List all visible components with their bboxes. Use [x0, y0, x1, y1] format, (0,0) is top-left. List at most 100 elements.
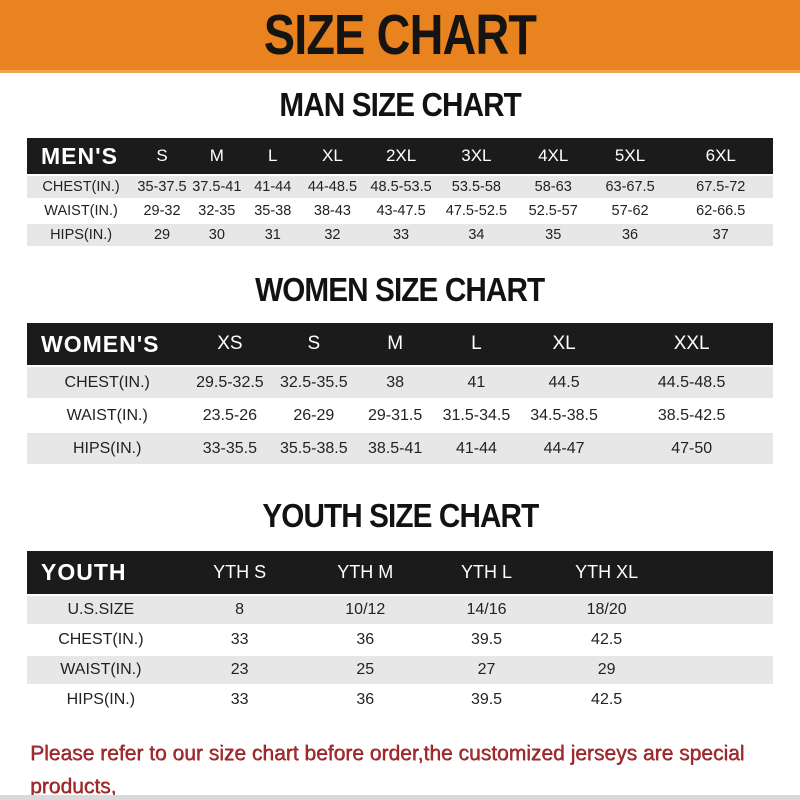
- size-cell: 35-38: [244, 200, 301, 222]
- youth-us-size-row: U.S.SIZE 8 10/12 14/16 18/20: [27, 596, 773, 624]
- size-cell: 31: [244, 224, 301, 246]
- youth-header-row: YOUTH YTH S YTH M YTH L YTH XL: [27, 551, 773, 594]
- youth-chest-row: CHEST(IN.) 33 36 39.5 42.5: [27, 626, 773, 654]
- size-cell: 33-35.5: [187, 433, 273, 464]
- size-cell: 29-31.5: [355, 400, 436, 431]
- row-label: CHEST(IN.): [27, 367, 188, 398]
- size-cell: 31.5-34.5: [435, 400, 518, 431]
- youth-size-header: YTH M: [304, 551, 427, 594]
- spacer-cell: [666, 596, 773, 624]
- youth-size-header: YTH S: [174, 551, 305, 594]
- size-cell: 29: [546, 656, 667, 684]
- size-cell: 27: [426, 656, 547, 684]
- size-cell: 58-63: [514, 176, 592, 198]
- row-label: WAIST(IN.): [27, 656, 175, 684]
- size-cell: 37: [668, 224, 773, 246]
- size-cell: 38.5-42.5: [610, 400, 773, 431]
- women-chest-row: CHEST(IN.) 29.5-32.5 32.5-35.5 38 41 44.…: [27, 367, 773, 398]
- row-label: HIPS(IN.): [27, 686, 175, 714]
- youth-size-table: YOUTH YTH S YTH M YTH L YTH XL U.S.SIZE …: [27, 549, 773, 716]
- men-size-header: XL: [300, 138, 365, 174]
- men-size-header: 4XL: [514, 138, 592, 174]
- size-cell: 35-37.5: [135, 176, 189, 198]
- men-table-title: MEN'S: [27, 138, 136, 174]
- men-section-heading-text: MAN SIZE CHART: [279, 86, 521, 123]
- size-cell: 36: [304, 686, 427, 714]
- youth-waist-row: WAIST(IN.) 23 25 27 29: [27, 656, 773, 684]
- banner-title: SIZE CHART: [263, 2, 537, 67]
- size-cell: 35: [514, 224, 592, 246]
- row-label: HIPS(IN.): [27, 224, 136, 246]
- size-cell: 33: [174, 686, 305, 714]
- size-cell: 57-62: [591, 200, 669, 222]
- youth-table-title: YOUTH: [27, 551, 175, 594]
- size-cell: 39.5: [426, 626, 547, 654]
- size-cell: 18/20: [546, 596, 667, 624]
- women-size-header: XL: [517, 323, 611, 365]
- size-cell: 14/16: [426, 596, 547, 624]
- youth-section-heading: YOUTH SIZE CHART: [0, 499, 800, 534]
- men-size-header: M: [188, 138, 245, 174]
- size-cell: 38.5-41: [355, 433, 436, 464]
- size-cell: 44-47: [517, 433, 611, 464]
- men-size-header: 5XL: [591, 138, 669, 174]
- size-cell: 39.5: [426, 686, 547, 714]
- size-cell: 41-44: [244, 176, 301, 198]
- women-hips-row: HIPS(IN.) 33-35.5 35.5-38.5 38.5-41 41-4…: [27, 433, 773, 464]
- men-size-header: 2XL: [364, 138, 438, 174]
- spacer-cell: [666, 686, 773, 714]
- size-cell: 36: [591, 224, 669, 246]
- size-cell: 32-35: [188, 200, 245, 222]
- size-cell: 47-50: [610, 433, 773, 464]
- youth-size-header: YTH XL: [546, 551, 667, 594]
- size-cell: 30: [188, 224, 245, 246]
- size-cell: 35.5-38.5: [272, 433, 356, 464]
- order-policy-note-line1: Please refer to our size chart before or…: [30, 742, 745, 798]
- size-cell: 41: [435, 367, 518, 398]
- row-label: CHEST(IN.): [27, 626, 175, 654]
- size-cell: 29-32: [135, 200, 189, 222]
- size-cell: 62-66.5: [668, 200, 773, 222]
- men-size-header: S: [135, 138, 189, 174]
- size-cell: 34.5-38.5: [517, 400, 611, 431]
- size-cell: 23.5-26: [187, 400, 273, 431]
- row-label: WAIST(IN.): [27, 400, 188, 431]
- men-size-header: 3XL: [437, 138, 515, 174]
- women-size-header: XS: [187, 323, 273, 365]
- women-table-title: WOMEN'S: [27, 323, 188, 365]
- size-cell: 44.5-48.5: [610, 367, 773, 398]
- size-cell: 36: [304, 626, 427, 654]
- size-cell: 32: [300, 224, 365, 246]
- women-size-header: L: [435, 323, 518, 365]
- size-cell: 38-43: [300, 200, 365, 222]
- youth-section-heading-text: YOUTH SIZE CHART: [261, 497, 539, 534]
- size-cell: 32.5-35.5: [272, 367, 356, 398]
- row-label: HIPS(IN.): [27, 433, 188, 464]
- men-section-heading: MAN SIZE CHART: [0, 88, 800, 123]
- size-cell: 25: [304, 656, 427, 684]
- spacer-cell: [666, 656, 773, 684]
- size-cell: 33: [174, 626, 305, 654]
- size-cell: 52.5-57: [514, 200, 592, 222]
- order-policy-note: Please refer to our size chart before or…: [30, 737, 772, 800]
- row-label: CHEST(IN.): [27, 176, 136, 198]
- women-header-row: WOMEN'S XS S M L XL XXL: [27, 323, 773, 365]
- men-size-header: 6XL: [668, 138, 773, 174]
- men-header-row: MEN'S S M L XL 2XL 3XL 4XL 5XL 6XL: [27, 138, 773, 174]
- spacer-cell: [666, 626, 773, 654]
- women-size-header: S: [272, 323, 356, 365]
- youth-hips-row: HIPS(IN.) 33 36 39.5 42.5: [27, 686, 773, 714]
- youth-size-header: YTH L: [426, 551, 547, 594]
- size-cell: 33: [364, 224, 438, 246]
- women-section-heading-text: WOMEN SIZE CHART: [255, 271, 545, 308]
- men-size-table: MEN'S S M L XL 2XL 3XL 4XL 5XL 6XL CHEST…: [27, 136, 773, 248]
- row-label: WAIST(IN.): [27, 200, 136, 222]
- size-cell: 44.5: [517, 367, 611, 398]
- size-cell: 29: [135, 224, 189, 246]
- size-cell: 53.5-58: [437, 176, 515, 198]
- women-size-header: M: [355, 323, 436, 365]
- size-cell: 63-67.5: [591, 176, 669, 198]
- size-cell: 47.5-52.5: [437, 200, 515, 222]
- size-cell: 44-48.5: [300, 176, 365, 198]
- size-cell: 43-47.5: [364, 200, 438, 222]
